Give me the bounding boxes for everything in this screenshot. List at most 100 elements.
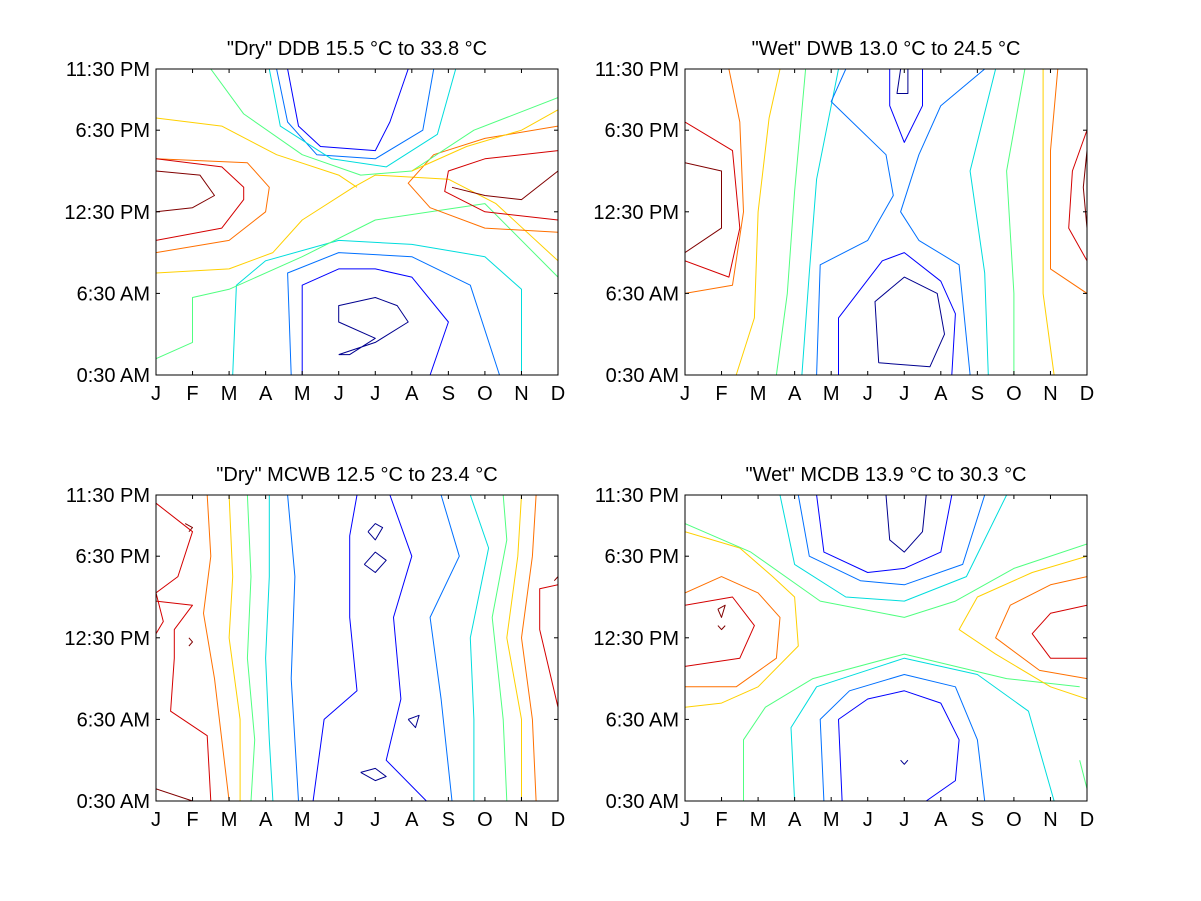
contour-line bbox=[156, 158, 245, 241]
contour-lines bbox=[685, 69, 1087, 375]
contour-lines bbox=[685, 495, 1087, 801]
x-tick-label: A bbox=[788, 809, 802, 831]
x-tick-label: J bbox=[151, 383, 161, 405]
contour-line bbox=[816, 495, 953, 573]
contour-line bbox=[287, 252, 500, 375]
contour-plot-2: "Wet" DWB 13.0 °C to 24.5 °CJ F M A M J J A S O N D… bbox=[593, 38, 1094, 405]
contour-line bbox=[312, 495, 358, 801]
contour-line bbox=[203, 495, 230, 801]
contour-line bbox=[444, 150, 558, 221]
contour-line bbox=[338, 297, 409, 356]
x-tick-label: A bbox=[405, 383, 419, 405]
contour-line bbox=[717, 604, 726, 618]
y-tick-label: 12:30 PM bbox=[64, 202, 150, 224]
contour-line bbox=[491, 495, 508, 801]
x-tick-label: F bbox=[715, 809, 727, 831]
contour-line bbox=[685, 596, 755, 667]
contour-line bbox=[553, 576, 558, 582]
contour-plot-3: "Dry" MCWB 12.5 °C to 23.4 °CJ F M A M J J A S O N… bbox=[64, 464, 565, 831]
contour-line bbox=[407, 125, 558, 233]
contour-line bbox=[801, 69, 839, 375]
x-tick-label: J bbox=[899, 809, 909, 831]
y-tick-label: 0:30 AM bbox=[77, 791, 150, 813]
x-tick-label: O bbox=[477, 809, 493, 831]
contour-line bbox=[246, 495, 256, 801]
x-tick-label: D bbox=[1080, 809, 1094, 831]
axes-frame bbox=[155, 68, 559, 376]
contour-line bbox=[685, 162, 722, 254]
x-tick-label: M bbox=[294, 383, 311, 405]
x-tick-label: J bbox=[151, 809, 161, 831]
plot-area bbox=[156, 69, 558, 375]
chart-title: "Wet" DWB 13.0 °C to 24.5 °C bbox=[752, 38, 1021, 60]
axes-frame bbox=[155, 494, 559, 802]
x-tick-label: M bbox=[221, 383, 238, 405]
contour-line bbox=[287, 69, 409, 152]
axes-frame bbox=[684, 494, 1088, 802]
contour-line bbox=[156, 170, 215, 213]
y-tick-label: 12:30 PM bbox=[64, 628, 150, 650]
x-tick-label: S bbox=[971, 383, 984, 405]
y-tick-label: 6:30 AM bbox=[77, 283, 150, 305]
contour-line bbox=[1079, 760, 1087, 789]
contour-line bbox=[889, 69, 923, 143]
contour-line bbox=[521, 495, 537, 801]
plot-area bbox=[685, 69, 1087, 375]
y-tick-label: 6:30 AM bbox=[606, 709, 679, 731]
contour-plot-1: "Dry" DDB 15.5 °C to 33.8 °CJ F M A M J J A S O N D… bbox=[64, 38, 565, 405]
contour-line bbox=[156, 158, 270, 254]
chart-title: "Dry" MCWB 12.5 °C to 23.4 °C bbox=[216, 464, 497, 486]
y-tick-label: 11:30 PM bbox=[595, 59, 679, 81]
x-tick-label: J bbox=[370, 809, 380, 831]
contour-line bbox=[995, 576, 1087, 680]
contour-line bbox=[743, 653, 1080, 801]
contour-line bbox=[411, 109, 558, 172]
contour-line bbox=[819, 674, 986, 801]
axes-frame bbox=[684, 68, 1088, 376]
x-tick-label: D bbox=[551, 383, 565, 405]
contour-line bbox=[685, 531, 799, 708]
y-tick-label: 11:30 PM bbox=[595, 485, 679, 507]
contour-line bbox=[429, 495, 460, 801]
contour-line bbox=[900, 69, 986, 375]
x-tick-label: N bbox=[1043, 383, 1057, 405]
x-tick-label: J bbox=[863, 809, 873, 831]
y-tick-label: 6:30 AM bbox=[77, 709, 150, 731]
contour-line bbox=[969, 69, 997, 375]
x-tick-label: F bbox=[186, 383, 198, 405]
contour-line bbox=[874, 276, 945, 368]
contour-line bbox=[685, 69, 744, 294]
x-tick-label: A bbox=[934, 383, 948, 405]
contour-line bbox=[156, 788, 193, 801]
chart-title: "Wet" MCDB 13.9 °C to 30.3 °C bbox=[745, 464, 1026, 486]
x-tick-label: J bbox=[680, 383, 690, 405]
y-tick-label: 11:30 PM bbox=[66, 59, 150, 81]
x-tick-label: A bbox=[934, 809, 948, 831]
y-tick-label: 6:30 AM bbox=[606, 283, 679, 305]
x-tick-label: M bbox=[294, 809, 311, 831]
x-tick-label: A bbox=[259, 383, 273, 405]
contour-line bbox=[407, 714, 420, 729]
x-tick-label: J bbox=[680, 809, 690, 831]
plot-area bbox=[156, 495, 558, 801]
contour-line bbox=[156, 117, 358, 188]
x-tick-label: F bbox=[715, 383, 727, 405]
x-tick-label: A bbox=[259, 809, 273, 831]
x-tick-label: J bbox=[899, 383, 909, 405]
contour-line bbox=[287, 495, 299, 801]
contour-line bbox=[1050, 69, 1087, 294]
x-tick-label: N bbox=[514, 383, 528, 405]
contour-line bbox=[1042, 69, 1055, 375]
x-tick-label: A bbox=[788, 383, 802, 405]
contour-line bbox=[156, 191, 558, 360]
x-tick-label: N bbox=[1043, 809, 1057, 831]
contour-line bbox=[816, 69, 894, 375]
contour-line bbox=[779, 495, 1008, 602]
x-tick-label: O bbox=[477, 383, 493, 405]
contour-line bbox=[156, 174, 558, 274]
contour-line bbox=[790, 657, 1055, 801]
y-tick-label: 12:30 PM bbox=[593, 628, 679, 650]
contour-line bbox=[228, 495, 241, 801]
contour-line bbox=[539, 584, 558, 801]
